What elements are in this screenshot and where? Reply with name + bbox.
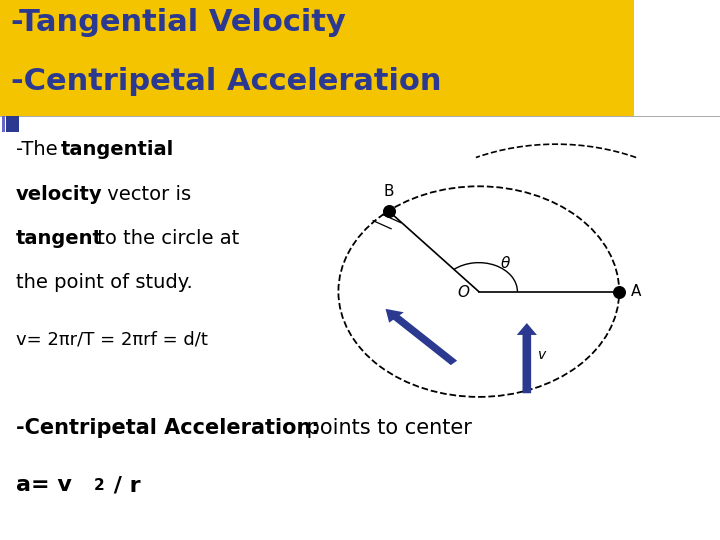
Text: 2: 2 (94, 478, 104, 493)
Text: B: B (383, 184, 394, 199)
Text: A: A (631, 284, 641, 299)
Text: tangential: tangential (60, 140, 174, 159)
Text: -Tangential Velocity: -Tangential Velocity (11, 8, 346, 37)
Text: -Centripetal Acceleration: -Centripetal Acceleration (11, 68, 441, 97)
Point (613, 287, 625, 296)
Text: v= 2πr/T = 2πrf = d/t: v= 2πr/T = 2πrf = d/t (16, 331, 207, 349)
Text: points to center: points to center (300, 418, 472, 438)
Text: a= v: a= v (16, 475, 72, 495)
FancyBboxPatch shape (2, 116, 5, 132)
Text: / r: / r (106, 475, 140, 495)
Text: tangent: tangent (16, 229, 103, 248)
FancyBboxPatch shape (6, 116, 19, 132)
Text: vector is: vector is (101, 185, 191, 204)
FancyArrow shape (386, 309, 457, 365)
Text: velocity: velocity (16, 185, 102, 204)
Point (383, 207, 395, 215)
Text: $\theta$: $\theta$ (500, 255, 511, 271)
Text: v: v (539, 348, 546, 362)
FancyArrow shape (517, 323, 537, 393)
Text: -The: -The (16, 140, 63, 159)
FancyBboxPatch shape (0, 0, 634, 116)
Text: -Centripetal Acceleration:: -Centripetal Acceleration: (16, 418, 320, 438)
Text: $\mathit{O}$: $\mathit{O}$ (456, 284, 470, 300)
Text: to the circle at: to the circle at (91, 229, 239, 248)
Text: the point of study.: the point of study. (16, 273, 192, 292)
